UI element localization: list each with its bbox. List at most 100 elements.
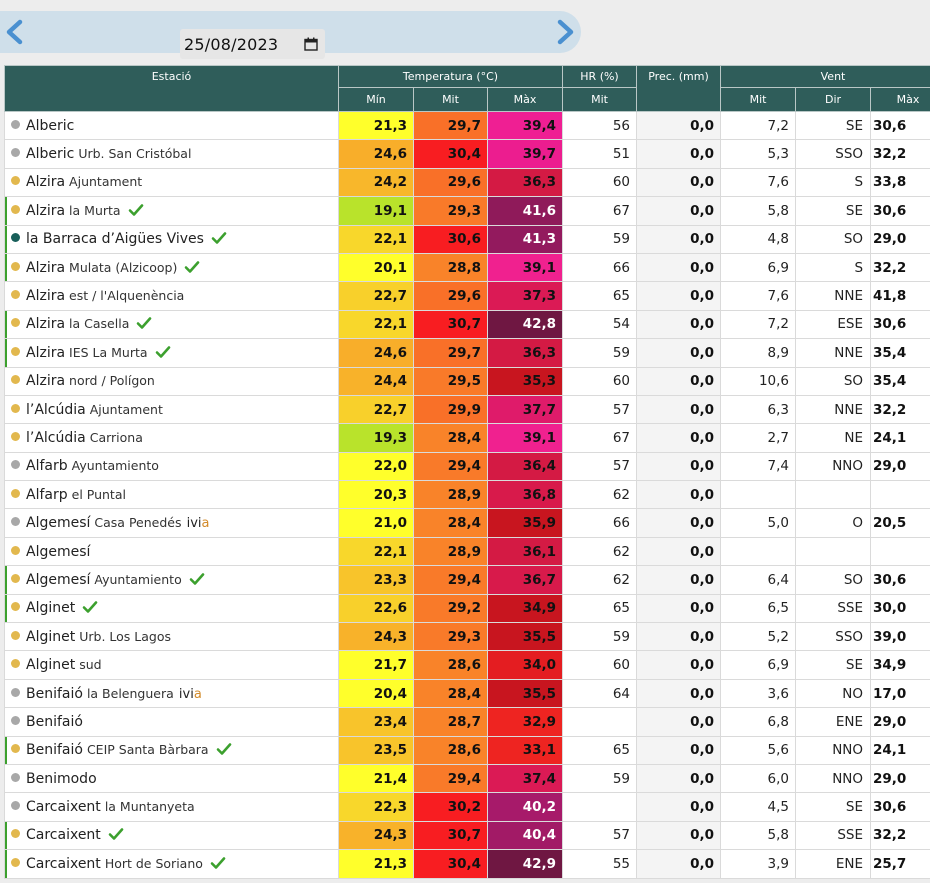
precip-cell: 0,0 [636, 480, 722, 510]
station-cell[interactable]: Alzira Ajuntament [4, 167, 339, 198]
table-row[interactable]: Alzira nord / Polígon 24,4 29,5 35,3 60 0,0 10,… [4, 366, 930, 396]
table-row[interactable]: Alfarb Ayuntamiento 22,0 29,4 36,4 57 0,0 7,4 NN… [4, 451, 930, 482]
temp-max-cell: 40,4 [486, 820, 564, 851]
table-row[interactable]: Alfarp el Puntal 20,3 28,9 36,8 62 0,0 [4, 480, 930, 510]
table-row[interactable]: Alginet sud 21,7 28,6 34,0 60 0,0 6,9 SE 34,9 [4, 650, 930, 680]
temp-max-cell: 37,7 [486, 394, 564, 425]
humidity-cell: 60 [562, 650, 638, 680]
table-row[interactable]: Alzira est / l'Alquenència 22,7 29,6 37,3 65 0… [4, 281, 930, 311]
station-cell[interactable]: Alberic [4, 110, 339, 141]
status-dot-icon [11, 715, 20, 725]
station-cell[interactable]: Alginet sud [4, 650, 339, 680]
station-name: Alzira [26, 174, 66, 191]
temp-max-cell: 35,3 [486, 366, 564, 396]
chevron-right-icon[interactable] [553, 19, 577, 45]
precip-cell: 0,0 [636, 451, 722, 482]
wind-avg-cell: 5,8 [720, 820, 797, 851]
precip-cell: 0,0 [636, 167, 722, 198]
temp-avg-cell: 30,4 [413, 849, 488, 879]
wind-avg-cell: 5,8 [720, 196, 797, 226]
header-station: Estació [4, 65, 339, 112]
station-cell[interactable]: la Barraca d’Aigües Vives [4, 224, 339, 254]
wind-dir-cell: NNO [795, 735, 872, 765]
station-cell[interactable]: Alzira nord / Polígon [4, 366, 339, 396]
status-dot-icon [11, 488, 20, 498]
station-cell[interactable]: Alzira Mulata (Alzicoop) [4, 252, 339, 283]
precip-cell: 0,0 [636, 252, 722, 283]
station-cell[interactable]: Alzira est / l'Alquenència [4, 281, 339, 311]
wind-dir-cell [795, 480, 872, 510]
table-row[interactable]: Benimodo 21,4 29,4 37,4 59 0,0 6,0 NNO 29,0 [4, 763, 930, 794]
table-row[interactable]: Algemesí 22,1 28,9 36,1 62 0,0 [4, 536, 930, 567]
wind-dir-cell: NNO [795, 451, 872, 482]
station-cell[interactable]: Alzira la Casella [4, 309, 339, 340]
temp-min-cell: 24,2 [338, 167, 414, 198]
station-cell[interactable]: Benifaió [4, 707, 339, 737]
station-cell[interactable]: Benimodo [4, 763, 339, 794]
table-row[interactable]: la Barraca d’Aigües Vives 22,1 30,6 41,3 59 0… [4, 224, 930, 254]
table-row[interactable]: Alzira IES La Murta 24,6 29,7 36,3 59 0,0 8,9 NN… [4, 338, 930, 368]
temp-avg-cell: 29,4 [413, 565, 488, 595]
chevron-left-icon[interactable] [3, 19, 27, 45]
wind-max-cell: 34,9 [870, 650, 930, 680]
table-row[interactable]: Carcaixent la Muntanyeta 22,3 30,2 40,2 0,0 4,… [4, 792, 930, 822]
table-row[interactable]: Alberic Urb. San Cristóbal 24,6 30,4 39,7 51 0… [4, 139, 930, 169]
table-row[interactable]: Benifaió 23,4 28,7 32,9 0,0 6,8 ENE 29,0 [4, 707, 930, 737]
table-row[interactable]: l’Alcúdia Ajuntament 22,7 29,9 37,7 57 0,0 6,3 N… [4, 394, 930, 425]
station-subname: la Casella [69, 316, 130, 332]
date-input[interactable]: 25/08/2023 [180, 29, 325, 59]
station-cell[interactable]: Algemesí Casa Penedés ivia [4, 508, 339, 538]
wind-dir-cell: NO [795, 678, 872, 709]
table-row[interactable]: l’Alcúdia Carriona 19,3 28,4 39,1 67 0,0 2,7 NE 2… [4, 423, 930, 453]
temp-max-cell: 34,9 [486, 593, 564, 624]
station-cell[interactable]: Alzira la Murta [4, 196, 339, 226]
station-name: Carcaixent [26, 855, 101, 872]
station-cell[interactable]: Alfarp el Puntal [4, 480, 339, 510]
station-cell[interactable]: Benifaió la Belenguera ivia [4, 678, 339, 709]
temp-avg-cell: 29,4 [413, 451, 488, 482]
precip-cell: 0,0 [636, 110, 722, 141]
temp-max-cell: 42,9 [486, 849, 564, 879]
table-row[interactable]: Algemesí Ayuntamiento 23,3 29,4 36,7 62 0,0 6,4… [4, 565, 930, 595]
calendar-icon[interactable] [304, 36, 318, 51]
table-row[interactable]: Alginet 22,6 29,2 34,9 65 0,0 6,5 SSE 30,0 [4, 593, 930, 624]
humidity-cell: 57 [562, 394, 638, 425]
station-cell[interactable]: l’Alcúdia Carriona [4, 423, 339, 453]
status-dot-icon [11, 744, 20, 754]
table-row[interactable]: Carcaixent Hort de Soriano 21,3 30,4 42,9 55 0… [4, 849, 930, 879]
table-row[interactable]: Alzira la Murta 19,1 29,3 41,6 67 0,0 5,8 SE 30,6 [4, 196, 930, 226]
station-cell[interactable]: Alzira IES La Murta [4, 338, 339, 368]
station-cell[interactable]: Benifaió CEIP Santa Bàrbara [4, 735, 339, 765]
wind-max-cell [870, 480, 930, 510]
station-cell[interactable]: Algemesí Ayuntamiento [4, 565, 339, 595]
station-cell[interactable]: Alberic Urb. San Cristóbal [4, 139, 339, 169]
table-row[interactable]: Alzira Mulata (Alzicoop) 20,1 28,8 39,1 66 0,0… [4, 252, 930, 283]
station-cell[interactable]: l’Alcúdia Ajuntament [4, 394, 339, 425]
humidity-cell: 59 [562, 224, 638, 254]
temp-min-cell: 22,7 [338, 281, 414, 311]
table-row[interactable]: Alzira la Casella 22,1 30,7 42,8 54 0,0 7,2 ESE 3… [4, 309, 930, 340]
table-row[interactable]: Alginet Urb. Los Lagos 24,3 29,3 35,5 59 0,0 5,… [4, 622, 930, 652]
table-row[interactable]: Alberic 21,3 29,7 39,4 56 0,0 7,2 SE 30,6 [4, 110, 930, 141]
table-row[interactable]: Benifaió la Belenguera ivia 20,4 28,4 35,5 64… [4, 678, 930, 709]
wind-dir-cell: SSE [795, 593, 872, 624]
temp-avg-cell: 29,2 [413, 593, 488, 624]
table-row[interactable]: Alzira Ajuntament 24,2 29,6 36,3 60 0,0 7,6 S 33,… [4, 167, 930, 198]
station-cell[interactable]: Alginet Urb. Los Lagos [4, 622, 339, 652]
station-cell[interactable]: Alfarb Ayuntamiento [4, 451, 339, 482]
station-name: Alberic [26, 146, 75, 163]
station-cell[interactable]: Carcaixent la Muntanyeta [4, 792, 339, 822]
wind-avg-cell: 7,6 [720, 281, 797, 311]
table-row[interactable]: Carcaixent 24,3 30,7 40,4 57 0,0 5,8 SSE 32,2 [4, 820, 930, 851]
status-dot-icon [11, 290, 20, 300]
station-name: Benifaió [26, 742, 83, 759]
station-cell[interactable]: Algemesí [4, 536, 339, 567]
station-cell[interactable]: Alginet [4, 593, 339, 624]
table-row[interactable]: Benifaió CEIP Santa Bàrbara 23,5 28,6 33,1 65… [4, 735, 930, 765]
table-row[interactable]: Algemesí Casa Penedés ivia 21,0 28,4 35,9 66 0… [4, 508, 930, 538]
station-cell[interactable]: Carcaixent Hort de Soriano [4, 849, 339, 879]
station-subname: la Murta [69, 202, 121, 218]
wind-dir-cell [795, 536, 872, 567]
temp-avg-cell: 29,6 [413, 167, 488, 198]
station-cell[interactable]: Carcaixent [4, 820, 339, 851]
